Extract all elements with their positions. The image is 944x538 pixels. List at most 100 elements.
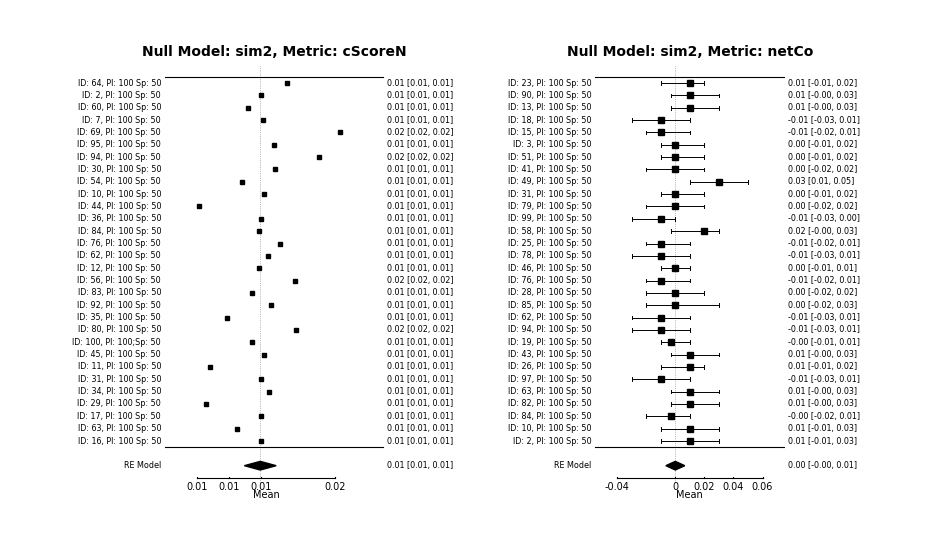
Text: 0.01 [0.01, 0.01]: 0.01 [0.01, 0.01] [387,338,453,347]
Text: 0.01 [-0.00, 0.03]: 0.01 [-0.00, 0.03] [787,400,856,408]
Text: ID: 56, PI: 100 Sp: 50: ID: 56, PI: 100 Sp: 50 [77,276,160,285]
Text: ID: 64, PI: 100 Sp: 50: ID: 64, PI: 100 Sp: 50 [77,79,160,88]
Text: ID: 15, PI: 100 Sp: 50: ID: 15, PI: 100 Sp: 50 [508,128,591,137]
Text: 0.03 [0.01, 0.05]: 0.03 [0.01, 0.05] [787,178,853,186]
Text: ID: 10, PI: 100 Sp: 50: ID: 10, PI: 100 Sp: 50 [508,424,591,433]
Text: ID: 99, PI: 100 Sp: 50: ID: 99, PI: 100 Sp: 50 [507,214,591,223]
Text: 0.01 [0.01, 0.01]: 0.01 [0.01, 0.01] [387,79,453,88]
Text: 0.00 [-0.02, 0.03]: 0.00 [-0.02, 0.03] [787,301,856,310]
Text: 0.01 [0.01, 0.01]: 0.01 [0.01, 0.01] [387,103,453,112]
Text: -0.01 [-0.03, 0.01]: -0.01 [-0.03, 0.01] [787,325,859,335]
Text: 0.01 [-0.00, 0.03]: 0.01 [-0.00, 0.03] [787,91,856,100]
Text: -0.01 [-0.03, 0.01]: -0.01 [-0.03, 0.01] [787,251,859,260]
Text: 0.00 [-0.01, 0.02]: 0.00 [-0.01, 0.02] [787,140,856,149]
Text: 0.00 [-0.00, 0.01]: 0.00 [-0.00, 0.01] [787,461,856,470]
Text: 0.01 [0.01, 0.01]: 0.01 [0.01, 0.01] [387,190,453,199]
Text: ID: 60, PI: 100 Sp: 50: ID: 60, PI: 100 Sp: 50 [77,103,160,112]
Text: 0.00 [-0.01, 0.02]: 0.00 [-0.01, 0.02] [787,190,856,199]
Text: ID: 12, PI: 100 Sp: 50: ID: 12, PI: 100 Sp: 50 [77,264,160,273]
Text: 0.01 [-0.01, 0.03]: 0.01 [-0.01, 0.03] [787,424,856,433]
Text: 0.01 [-0.00, 0.03]: 0.01 [-0.00, 0.03] [787,387,856,396]
Text: ID: 82, PI: 100 Sp: 50: ID: 82, PI: 100 Sp: 50 [508,400,591,408]
Text: 0.01 [0.01, 0.01]: 0.01 [0.01, 0.01] [387,424,453,433]
Text: -0.00 [-0.01, 0.01]: -0.00 [-0.01, 0.01] [787,338,859,347]
Text: 0.02 [0.02, 0.02]: 0.02 [0.02, 0.02] [387,325,453,335]
Title: Null Model: sim2, Metric: cScoreN: Null Model: sim2, Metric: cScoreN [142,45,406,59]
Text: -0.01 [-0.03, 0.00]: -0.01 [-0.03, 0.00] [787,214,859,223]
Text: ID: 63, PI: 100 Sp: 50: ID: 63, PI: 100 Sp: 50 [77,424,160,433]
Text: ID: 2, PI: 100 Sp: 50: ID: 2, PI: 100 Sp: 50 [82,91,160,100]
Text: -0.01 [-0.02, 0.01]: -0.01 [-0.02, 0.01] [787,128,859,137]
Text: ID: 7, PI: 100 Sp: 50: ID: 7, PI: 100 Sp: 50 [82,116,160,125]
Text: 0.02 [0.02, 0.02]: 0.02 [0.02, 0.02] [387,153,453,161]
Text: 0.01 [-0.00, 0.03]: 0.01 [-0.00, 0.03] [787,350,856,359]
Text: ID: 11, PI: 100 Sp: 50: ID: 11, PI: 100 Sp: 50 [77,363,160,371]
Text: 0.02: 0.02 [324,483,346,492]
Text: 0.01 [0.01, 0.01]: 0.01 [0.01, 0.01] [387,363,453,371]
Text: 0.02 [0.02, 0.02]: 0.02 [0.02, 0.02] [387,128,453,137]
Text: ID: 43, PI: 100 Sp: 50: ID: 43, PI: 100 Sp: 50 [508,350,591,359]
Text: ID: 34, PI: 100 Sp: 50: ID: 34, PI: 100 Sp: 50 [77,387,160,396]
Text: ID: 2, PI: 100 Sp: 50: ID: 2, PI: 100 Sp: 50 [513,436,591,445]
Text: ID: 18, PI: 100 Sp: 50: ID: 18, PI: 100 Sp: 50 [508,116,591,125]
Text: ID: 69, PI: 100 Sp: 50: ID: 69, PI: 100 Sp: 50 [77,128,160,137]
Text: 0.00 [-0.02, 0.02]: 0.00 [-0.02, 0.02] [787,288,856,298]
Text: ID: 29, PI: 100 Sp: 50: ID: 29, PI: 100 Sp: 50 [77,400,160,408]
Text: -0.01 [-0.03, 0.01]: -0.01 [-0.03, 0.01] [787,375,859,384]
Text: ID: 44, PI: 100 Sp: 50: ID: 44, PI: 100 Sp: 50 [77,202,160,211]
Text: ID: 45, PI: 100 Sp: 50: ID: 45, PI: 100 Sp: 50 [77,350,160,359]
Text: ID: 83, PI: 100 Sp: 50: ID: 83, PI: 100 Sp: 50 [77,288,160,298]
Text: ID: 90, PI: 100 Sp: 50: ID: 90, PI: 100 Sp: 50 [508,91,591,100]
Text: ID: 30, PI: 100 Sp: 50: ID: 30, PI: 100 Sp: 50 [77,165,160,174]
Text: ID: 58, PI: 100 Sp: 50: ID: 58, PI: 100 Sp: 50 [508,226,591,236]
Text: 0.01 [0.01, 0.01]: 0.01 [0.01, 0.01] [387,91,453,100]
Text: ID: 49, PI: 100 Sp: 50: ID: 49, PI: 100 Sp: 50 [508,178,591,186]
Text: ID: 31, PI: 100 Sp: 50: ID: 31, PI: 100 Sp: 50 [77,375,160,384]
Text: ID: 13, PI: 100 Sp: 50: ID: 13, PI: 100 Sp: 50 [508,103,591,112]
Text: 0.02 [0.02, 0.02]: 0.02 [0.02, 0.02] [387,276,453,285]
Text: ID: 31, PI: 100 Sp: 50: ID: 31, PI: 100 Sp: 50 [508,190,591,199]
Text: 0.01 [0.01, 0.01]: 0.01 [0.01, 0.01] [387,116,453,125]
Text: 0.01 [0.01, 0.01]: 0.01 [0.01, 0.01] [387,202,453,211]
Text: ID: 35, PI: 100 Sp: 50: ID: 35, PI: 100 Sp: 50 [77,313,160,322]
Text: ID: 62, PI: 100 Sp: 50: ID: 62, PI: 100 Sp: 50 [77,251,160,260]
Text: 0.01 [-0.00, 0.03]: 0.01 [-0.00, 0.03] [787,103,856,112]
Text: 0.01: 0.01 [218,483,240,492]
Text: 0.01 [-0.01, 0.02]: 0.01 [-0.01, 0.02] [787,363,856,371]
Text: -0.01 [-0.02, 0.01]: -0.01 [-0.02, 0.01] [787,276,859,285]
Text: 0.01 [0.01, 0.01]: 0.01 [0.01, 0.01] [387,165,453,174]
Text: RE Model: RE Model [124,461,160,470]
Text: ID: 84, PI: 100 Sp: 50: ID: 84, PI: 100 Sp: 50 [77,226,160,236]
Text: 0.01 [0.01, 0.01]: 0.01 [0.01, 0.01] [387,412,453,421]
Text: ID: 80, PI: 100 Sp: 50: ID: 80, PI: 100 Sp: 50 [77,325,160,335]
Text: 0.01 [0.01, 0.01]: 0.01 [0.01, 0.01] [387,226,453,236]
Text: 0.01 [0.01, 0.01]: 0.01 [0.01, 0.01] [387,264,453,273]
Title: Null Model: sim2, Metric: netCo: Null Model: sim2, Metric: netCo [566,45,812,59]
Text: 0.01 [0.01, 0.01]: 0.01 [0.01, 0.01] [387,350,453,359]
Text: ID: 84, PI: 100 Sp: 50: ID: 84, PI: 100 Sp: 50 [508,412,591,421]
Text: -0.01 [-0.02, 0.01]: -0.01 [-0.02, 0.01] [787,239,859,248]
Text: Mean: Mean [676,490,702,500]
Text: 0.01 [-0.01, 0.03]: 0.01 [-0.01, 0.03] [787,436,856,445]
Text: ID: 63, PI: 100 Sp: 50: ID: 63, PI: 100 Sp: 50 [508,387,591,396]
Text: 0.01 [0.01, 0.01]: 0.01 [0.01, 0.01] [387,178,453,186]
Polygon shape [244,462,276,470]
Text: -0.01 [-0.03, 0.01]: -0.01 [-0.03, 0.01] [787,116,859,125]
Text: RE Model: RE Model [554,461,591,470]
Text: ID: 54, PI: 100 Sp: 50: ID: 54, PI: 100 Sp: 50 [77,178,160,186]
Text: ID: 94, PI: 100 Sp: 50: ID: 94, PI: 100 Sp: 50 [508,325,591,335]
Text: ID: 19, PI: 100 Sp: 50: ID: 19, PI: 100 Sp: 50 [508,338,591,347]
Text: 0.01 [0.01, 0.01]: 0.01 [0.01, 0.01] [387,288,453,298]
Text: 0.01 [0.01, 0.01]: 0.01 [0.01, 0.01] [387,313,453,322]
Text: 0.01 [0.01, 0.01]: 0.01 [0.01, 0.01] [387,214,453,223]
Text: ID: 16, PI: 100 Sp: 50: ID: 16, PI: 100 Sp: 50 [77,436,160,445]
Text: 0.01 [0.01, 0.01]: 0.01 [0.01, 0.01] [387,239,453,248]
Text: ID: 94, PI: 100 Sp: 50: ID: 94, PI: 100 Sp: 50 [77,153,160,161]
Text: ID: 28, PI: 100 Sp: 50: ID: 28, PI: 100 Sp: 50 [508,288,591,298]
Text: 0.01 [-0.01, 0.02]: 0.01 [-0.01, 0.02] [787,79,856,88]
Text: ID: 17, PI: 100 Sp: 50: ID: 17, PI: 100 Sp: 50 [77,412,160,421]
Text: ID: 46, PI: 100 Sp: 50: ID: 46, PI: 100 Sp: 50 [508,264,591,273]
Text: 0.00 [-0.01, 0.01]: 0.00 [-0.01, 0.01] [787,264,856,273]
Text: 0.00 [-0.02, 0.02]: 0.00 [-0.02, 0.02] [787,202,856,211]
Text: 0.04: 0.04 [722,483,743,492]
